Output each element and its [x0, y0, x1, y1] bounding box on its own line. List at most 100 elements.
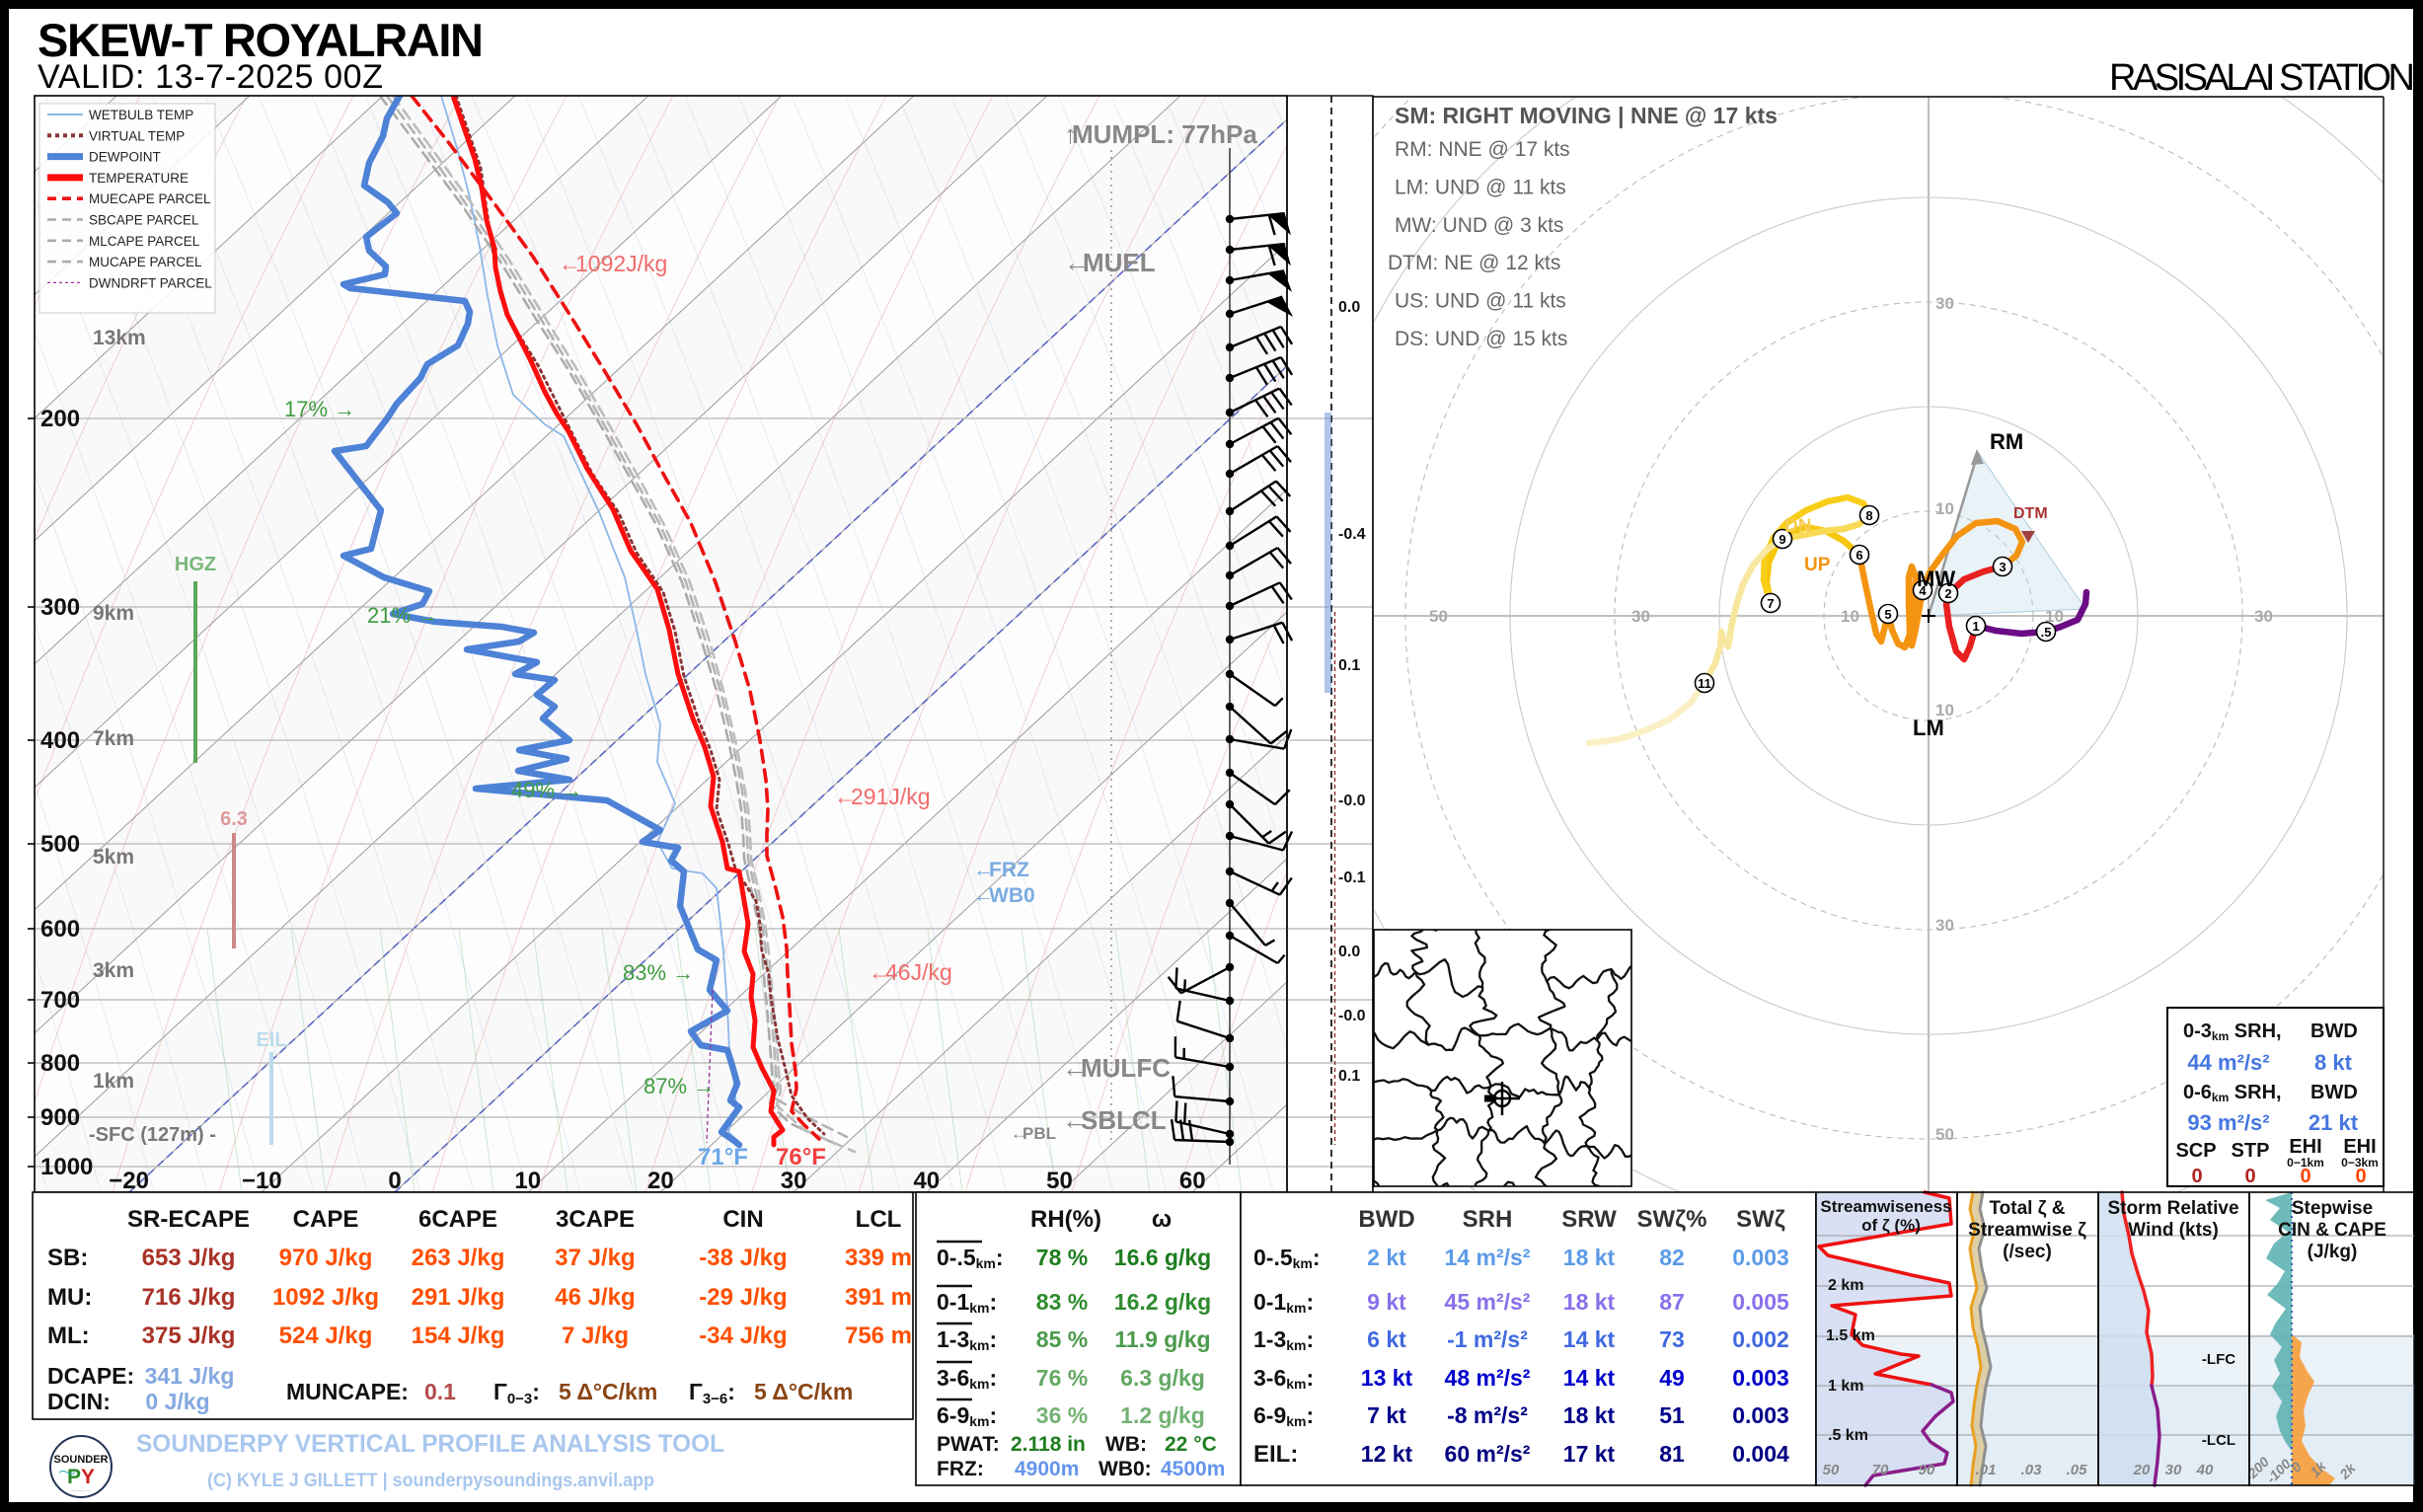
svg-text:0-3km SRH,: 0-3km SRH,: [2183, 1021, 2282, 1043]
svg-text:0.002: 0.002: [1732, 1326, 1789, 1352]
svg-text:-38 J/kg: -38 J/kg: [699, 1245, 787, 1271]
svg-text:←MUEL: ←MUEL: [1064, 248, 1156, 277]
svg-text:60 m²/s²: 60 m²/s²: [1445, 1441, 1531, 1467]
svg-text:30: 30: [1935, 294, 1954, 313]
svg-text:375 J/kg: 375 J/kg: [142, 1323, 236, 1349]
svg-text:MLCAPE PARCEL: MLCAPE PARCEL: [89, 234, 200, 249]
svg-text:30: 30: [2165, 1462, 2182, 1478]
svg-text:DCAPE:: DCAPE:: [47, 1363, 134, 1389]
svg-text:←SBLCL: ←SBLCL: [1062, 1105, 1167, 1135]
svg-text:DCIN:: DCIN:: [47, 1389, 111, 1414]
svg-text:2.118 in: 2.118 in: [1011, 1433, 1086, 1456]
svg-text:Wind (kts): Wind (kts): [2128, 1220, 2219, 1241]
svg-text:0.1: 0.1: [424, 1379, 456, 1404]
svg-text:756 m: 756 m: [845, 1323, 912, 1349]
svg-text:5: 5: [1884, 607, 1891, 622]
svg-text:↑MUMPL: 77hPa: ↑MUMPL: 77hPa: [1064, 119, 1257, 149]
svg-text:DS: UND @ 15 kts: DS: UND @ 15 kts: [1395, 328, 1567, 350]
svg-text:500: 500: [40, 831, 80, 858]
svg-text:10: 10: [2045, 607, 2064, 626]
svg-text:SR-ECAPE: SR-ECAPE: [127, 1206, 250, 1233]
svg-text:6-9km:: 6-9km:: [1253, 1402, 1314, 1429]
svg-text:10: 10: [1841, 607, 1859, 626]
svg-text:.03: .03: [2021, 1462, 2043, 1478]
svg-text:SOUNDER: SOUNDER: [53, 1454, 108, 1466]
svg-text:←PBL: ←PBL: [1011, 1124, 1056, 1143]
svg-text:8 kt: 8 kt: [2314, 1050, 2353, 1075]
svg-text:300: 300: [40, 594, 80, 621]
svg-text:DTM: NE @ 12 kts: DTM: NE @ 12 kts: [1388, 252, 1560, 274]
svg-text:14 m²/s²: 14 m²/s²: [1445, 1245, 1531, 1270]
svg-text:3: 3: [1999, 560, 2006, 574]
svg-text:(C) KYLE J GILLETT | sounderpy: (C) KYLE J GILLETT | sounderpysoundings.…: [207, 1471, 654, 1491]
svg-text:73: 73: [1659, 1326, 1685, 1352]
svg-text:400: 400: [40, 727, 80, 754]
svg-text:Y: Y: [81, 1466, 95, 1488]
svg-text:LCL: LCL: [856, 1206, 902, 1233]
svg-text:0.003: 0.003: [1732, 1402, 1789, 1428]
svg-text:16.6 g/kg: 16.6 g/kg: [1114, 1245, 1211, 1270]
svg-text:0: 0: [2191, 1166, 2202, 1187]
svg-text:4500m: 4500m: [1161, 1458, 1225, 1480]
svg-text:DN: DN: [1784, 516, 1811, 537]
svg-text:8: 8: [1865, 508, 1872, 523]
svg-text:81: 81: [1659, 1441, 1685, 1467]
svg-text:4900m: 4900m: [1015, 1458, 1079, 1480]
svg-text:20: 20: [2133, 1462, 2151, 1478]
svg-text:1.2 g/kg: 1.2 g/kg: [1120, 1402, 1205, 1428]
svg-text:(/sec): (/sec): [2003, 1242, 2052, 1262]
svg-text:Streamwise ζ: Streamwise ζ: [1968, 1220, 2086, 1241]
svg-text:50: 50: [1823, 1462, 1840, 1478]
svg-text:18 kt: 18 kt: [1563, 1289, 1616, 1315]
svg-text:SRH: SRH: [1463, 1206, 1513, 1233]
svg-text:13km: 13km: [93, 327, 146, 349]
svg-text:6.3: 6.3: [220, 808, 248, 830]
svg-text:HGZ: HGZ: [175, 554, 216, 575]
svg-text:5 Δ°C/km: 5 Δ°C/km: [754, 1379, 853, 1404]
svg-text:Total ζ &: Total ζ &: [1989, 1198, 2065, 1219]
svg-text:RM: RM: [1990, 429, 2023, 454]
svg-text:−20: −20: [109, 1168, 149, 1194]
svg-text:EHI: EHI: [2343, 1136, 2376, 1158]
svg-text:SOUNDERPY VERTICAL PROFILE ANA: SOUNDERPY VERTICAL PROFILE ANALYSIS TOOL: [136, 1430, 724, 1458]
svg-text:40: 40: [2196, 1462, 2214, 1478]
svg-text:←WB0: ←WB0: [973, 884, 1035, 907]
svg-text:DEWPOINT: DEWPOINT: [89, 150, 161, 165]
svg-text:51: 51: [1659, 1402, 1685, 1428]
svg-text:14 kt: 14 kt: [1563, 1326, 1616, 1352]
svg-text:78 %: 78 %: [1036, 1245, 1088, 1270]
svg-text:263 J/kg: 263 J/kg: [412, 1245, 505, 1271]
svg-text:37 J/kg: 37 J/kg: [555, 1245, 635, 1271]
svg-text:0.003: 0.003: [1732, 1245, 1789, 1270]
svg-text:50: 50: [1046, 1168, 1073, 1194]
svg-text:0: 0: [2355, 1166, 2366, 1187]
svg-text:10: 10: [514, 1168, 541, 1194]
svg-text:.5 km: .5 km: [1828, 1427, 1868, 1444]
svg-text:-0.4: -0.4: [1338, 526, 1366, 543]
svg-text:653 J/kg: 653 J/kg: [142, 1245, 236, 1271]
svg-text:VALID: 13-7-2025 00Z: VALID: 13-7-2025 00Z: [38, 58, 383, 96]
svg-text:716 J/kg: 716 J/kg: [142, 1284, 236, 1311]
svg-text:18 kt: 18 kt: [1563, 1402, 1616, 1428]
svg-text:12 kt: 12 kt: [1361, 1441, 1413, 1467]
svg-text:391 m: 391 m: [845, 1284, 912, 1311]
svg-text:6 kt: 6 kt: [1367, 1326, 1406, 1352]
svg-text:341 J/kg: 341 J/kg: [145, 1363, 235, 1389]
svg-text:700: 700: [40, 987, 80, 1014]
svg-text:-34 J/kg: -34 J/kg: [699, 1323, 787, 1349]
svg-text:9km: 9km: [93, 602, 134, 625]
svg-text:ω: ω: [1152, 1206, 1172, 1233]
svg-text:DTM: DTM: [2013, 505, 2048, 522]
svg-text:MW: MW: [1917, 567, 1955, 591]
svg-text:US: UND @ 11 kts: US: UND @ 11 kts: [1395, 290, 1566, 313]
svg-text:SB:: SB:: [47, 1245, 88, 1271]
svg-text:48 m²/s²: 48 m²/s²: [1445, 1365, 1531, 1391]
svg-text:21 kt: 21 kt: [2309, 1110, 2359, 1135]
svg-text:Streamwiseness: Streamwiseness: [1820, 1197, 1951, 1216]
svg-text:970 J/kg: 970 J/kg: [279, 1245, 373, 1271]
svg-text:TEMPERATURE: TEMPERATURE: [89, 171, 189, 186]
svg-text:SWζ: SWζ: [1736, 1206, 1785, 1233]
svg-text:EHI: EHI: [2289, 1136, 2321, 1158]
svg-text:87: 87: [1659, 1289, 1685, 1315]
svg-text:600: 600: [40, 916, 80, 943]
